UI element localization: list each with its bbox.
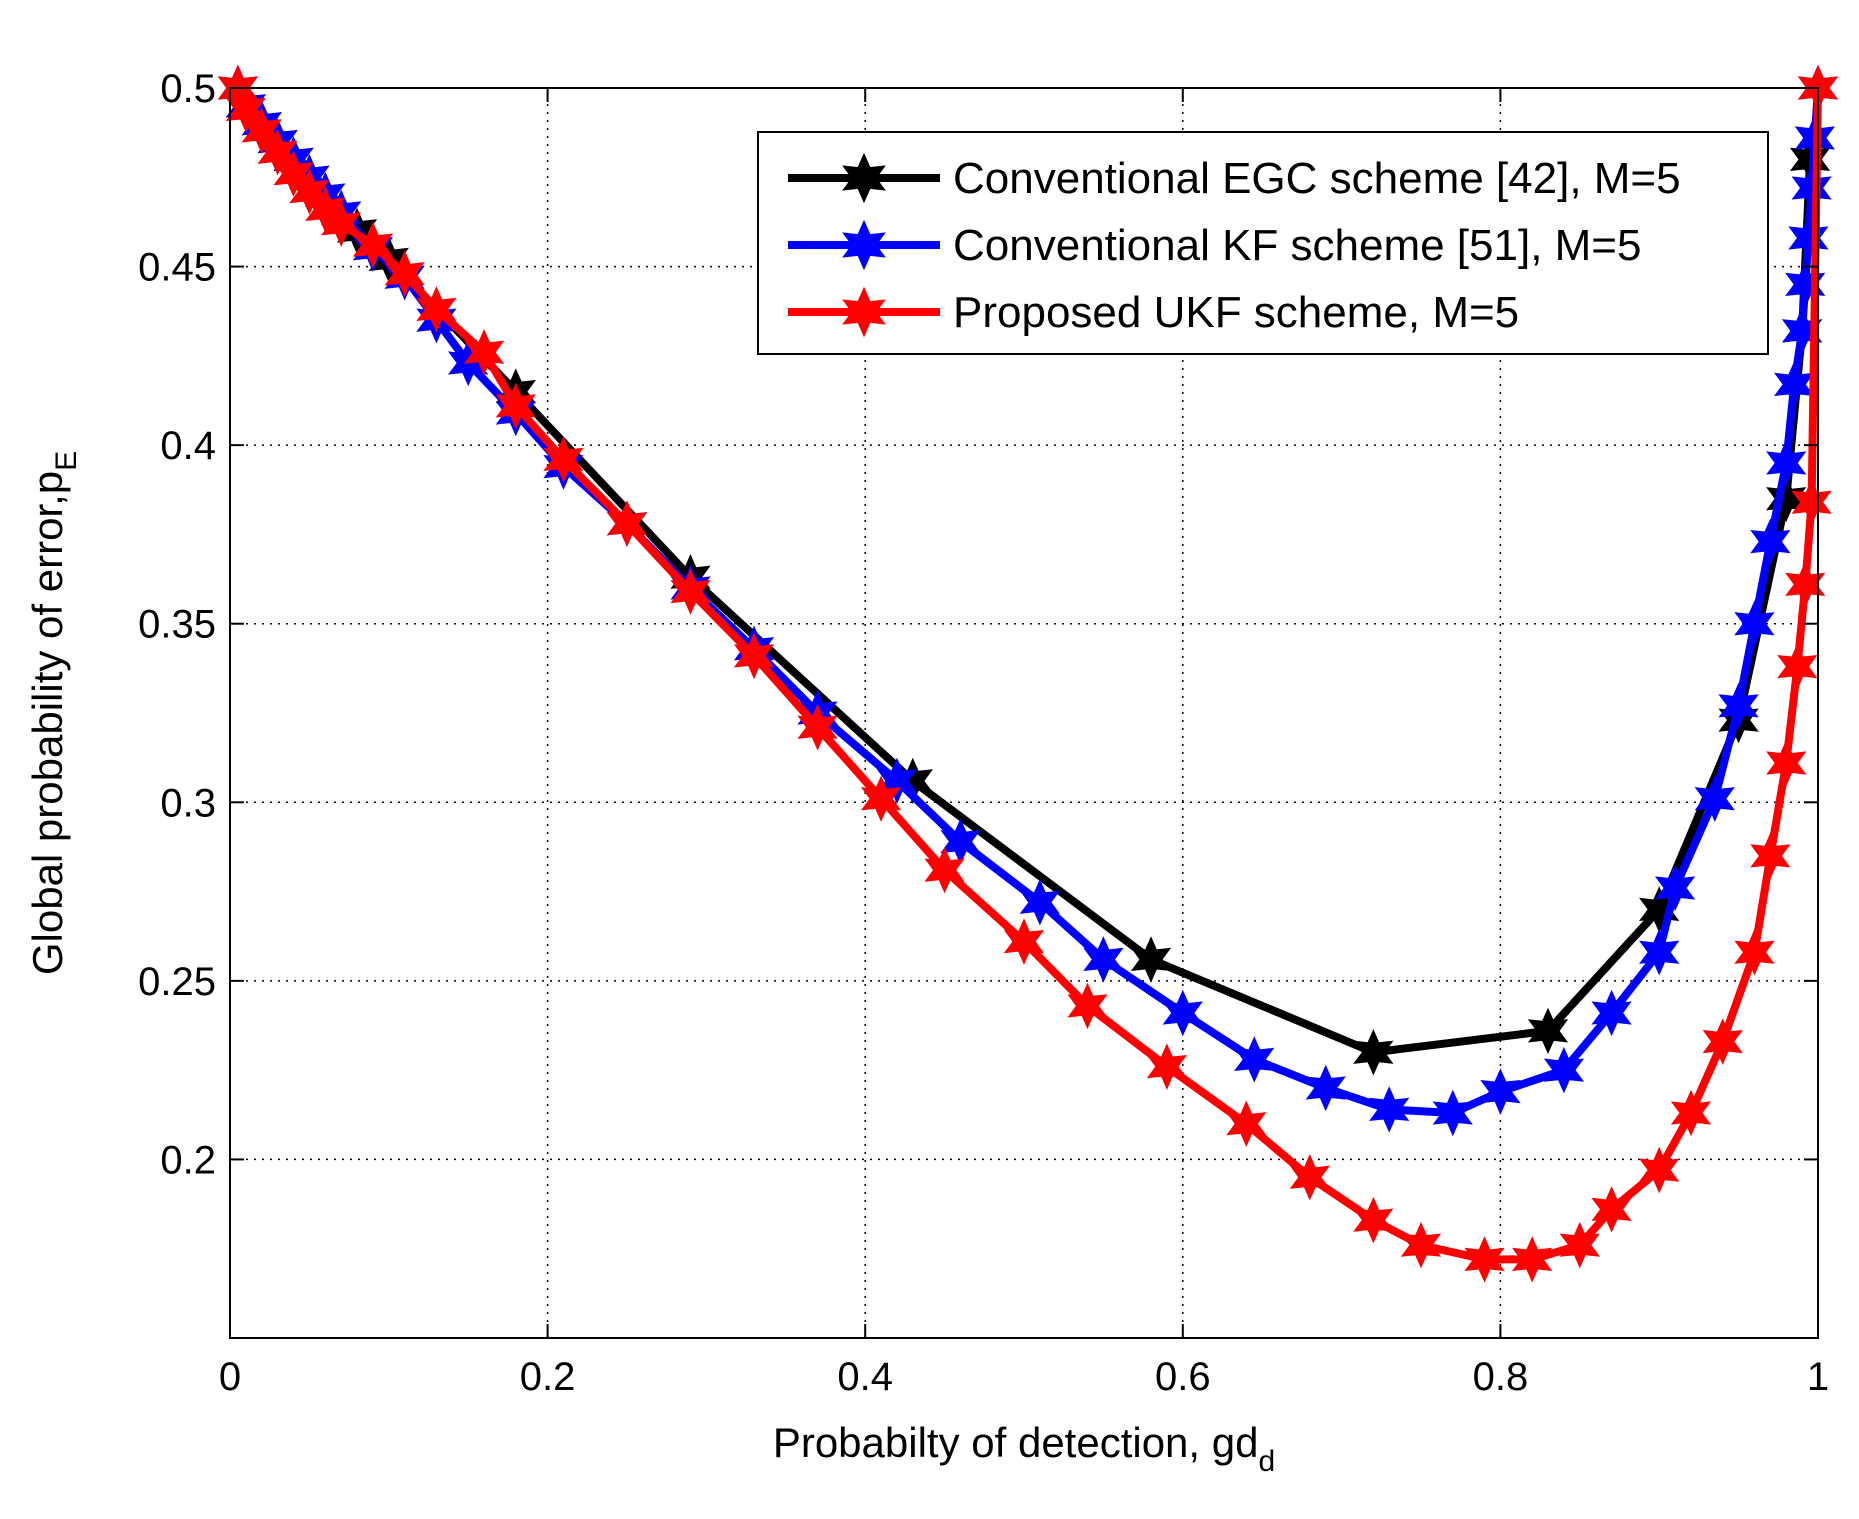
x-tick-label: 0.8 <box>1473 1355 1529 1399</box>
data-point <box>1305 1064 1346 1112</box>
series-layer <box>217 64 1839 1283</box>
legend-label: Conventional KF scheme [51], M=5 <box>953 221 1641 270</box>
data-point <box>1766 439 1807 487</box>
data-point <box>924 846 965 894</box>
data-point <box>1785 261 1826 308</box>
legend-marker <box>842 152 886 204</box>
data-point <box>1785 561 1826 608</box>
data-point <box>463 329 505 376</box>
y-tick-label: 0.4 <box>160 424 216 468</box>
data-point <box>1694 775 1735 822</box>
data-point <box>1670 1089 1712 1137</box>
data-point <box>1654 864 1696 912</box>
data-point <box>1162 989 1203 1037</box>
ticks: 0 0.2 0.4 0.6 0.8 1 0.2 0.25 0.3 0.35 0.4 0.45 0.5 <box>138 67 1829 1399</box>
y-axis-label: Global probability of error,pE <box>24 451 83 975</box>
plot-frame <box>229 87 1819 1339</box>
data-point <box>1543 1046 1585 1094</box>
data-point <box>1146 1043 1188 1090</box>
x-tick-label: 0.2 <box>520 1355 576 1399</box>
y-tick-label: 0.25 <box>138 960 216 1004</box>
data-point <box>1019 879 1060 926</box>
legend-label: Proposed UKF scheme, M=5 <box>953 288 1519 337</box>
data-point <box>384 250 425 297</box>
data-point <box>1003 918 1045 965</box>
legend-label: Conventional EGC scheme [42], M=5 <box>953 154 1681 203</box>
data-point <box>225 86 266 133</box>
data-point <box>495 382 536 430</box>
data-point <box>1591 989 1632 1037</box>
y-tick-label: 0.35 <box>138 603 216 647</box>
data-point <box>1777 643 1818 690</box>
data-point <box>1639 1146 1680 1194</box>
data-point <box>1083 936 1124 983</box>
data-point <box>1464 1236 1505 1283</box>
data-point <box>352 221 394 269</box>
data-point <box>1782 307 1823 355</box>
data-point <box>1702 1018 1743 1065</box>
data-point <box>1750 832 1791 880</box>
data-point <box>1400 1221 1442 1269</box>
data-point <box>543 436 584 483</box>
legend-marker <box>842 286 886 338</box>
data-point <box>241 107 282 155</box>
data-point <box>860 775 902 822</box>
data-point <box>1480 1068 1521 1115</box>
data-point <box>876 757 918 805</box>
data-point <box>1788 214 1829 262</box>
legend-marker <box>842 219 886 271</box>
data-point <box>1718 682 1759 730</box>
data-point <box>416 286 457 333</box>
x-tick-label: 0.6 <box>1155 1355 1211 1399</box>
data-point <box>273 150 314 197</box>
data-point <box>1791 479 1832 526</box>
x-tick-label: 0.4 <box>837 1355 893 1399</box>
data-point <box>289 168 330 215</box>
data-point <box>1130 936 1172 983</box>
data-point <box>1639 929 1680 976</box>
data-point <box>1791 164 1832 212</box>
legend: Conventional EGC scheme [42], M=5 Convent… <box>757 131 1769 355</box>
y-tick-label: 0.3 <box>160 781 216 825</box>
data-point <box>670 568 711 615</box>
data-point <box>257 129 298 176</box>
data-point <box>1353 1196 1394 1244</box>
data-point <box>1234 1036 1275 1083</box>
legend-entry: Conventional KF scheme [51], M=5 <box>788 219 1641 271</box>
x-tick-label: 0 <box>219 1355 241 1399</box>
series-3 <box>217 64 1839 1283</box>
data-point <box>733 632 775 680</box>
data-point <box>1750 518 1791 565</box>
data-point <box>1591 1186 1632 1233</box>
data-point <box>1527 1007 1569 1055</box>
y-tick-label: 0.45 <box>138 246 216 290</box>
data-point <box>797 704 838 751</box>
data-point <box>1432 1089 1473 1137</box>
data-point <box>1512 1236 1553 1283</box>
legend-entry: Conventional EGC scheme [42], M=5 <box>788 152 1681 204</box>
x-tick-label: 1 <box>1807 1355 1829 1399</box>
y-tick-label: 0.5 <box>160 67 216 111</box>
data-point <box>321 200 362 247</box>
data-point <box>1067 982 1108 1030</box>
data-point <box>606 500 648 547</box>
data-point <box>1353 1029 1394 1076</box>
data-point <box>1734 600 1775 647</box>
data-point <box>1766 475 1807 522</box>
data-point <box>1289 1154 1330 1201</box>
data-point <box>1559 1221 1600 1269</box>
x-axis-label: Probabilty of detection, gdd <box>773 1419 1275 1478</box>
data-point <box>1734 929 1775 976</box>
data-point <box>1766 739 1807 787</box>
data-point <box>1369 1086 1410 1133</box>
y-tick-label: 0.2 <box>160 1138 216 1182</box>
data-point <box>1226 1100 1267 1147</box>
legend-entry: Proposed UKF scheme, M=5 <box>788 286 1519 338</box>
